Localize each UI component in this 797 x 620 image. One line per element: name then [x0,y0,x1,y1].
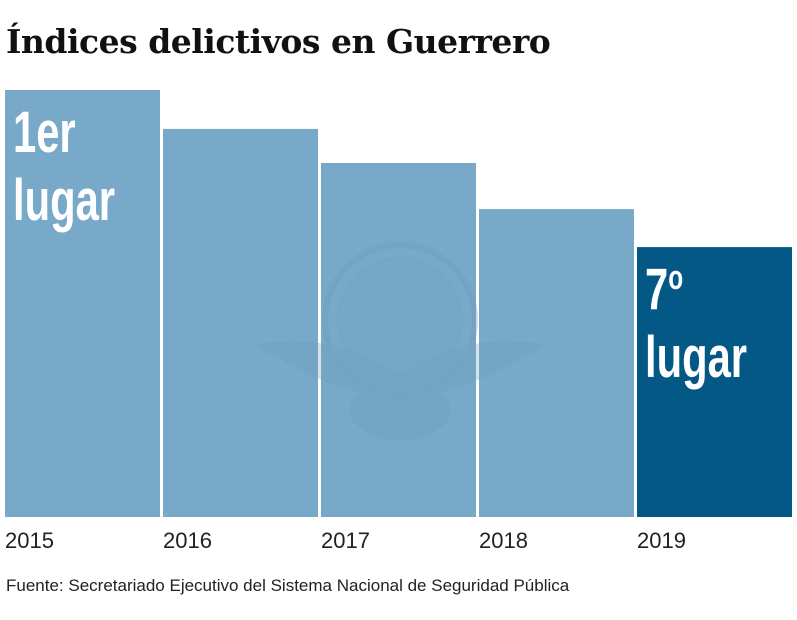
bar-2016 [163,128,318,517]
bar-2018 [479,209,634,517]
bars-layer [5,90,792,517]
bar-2019 [637,247,792,517]
annotation-line2: lugar [645,324,747,389]
annotation-line2: lugar [13,167,115,232]
watermark-emblem-icon [253,242,547,441]
chart-title: Índices delictivos en Guerrero [6,22,551,61]
x-tick-label: 2019 [637,528,686,553]
x-tick-label: 2015 [5,528,54,553]
annotation-ordinal-sup: o [668,259,683,297]
x-tick-label: 2018 [479,528,528,553]
x-axis-ticks: 2015 2016 2017 2018 2019 [5,528,686,553]
source-note: Fuente: Secretariado Ejecutivo del Siste… [6,576,570,595]
x-tick-label: 2017 [321,528,370,553]
bar-2017 [321,163,476,517]
x-tick-label: 2016 [163,528,212,553]
annotation-line1: 1er [13,99,76,164]
bar-2015 [5,90,160,517]
